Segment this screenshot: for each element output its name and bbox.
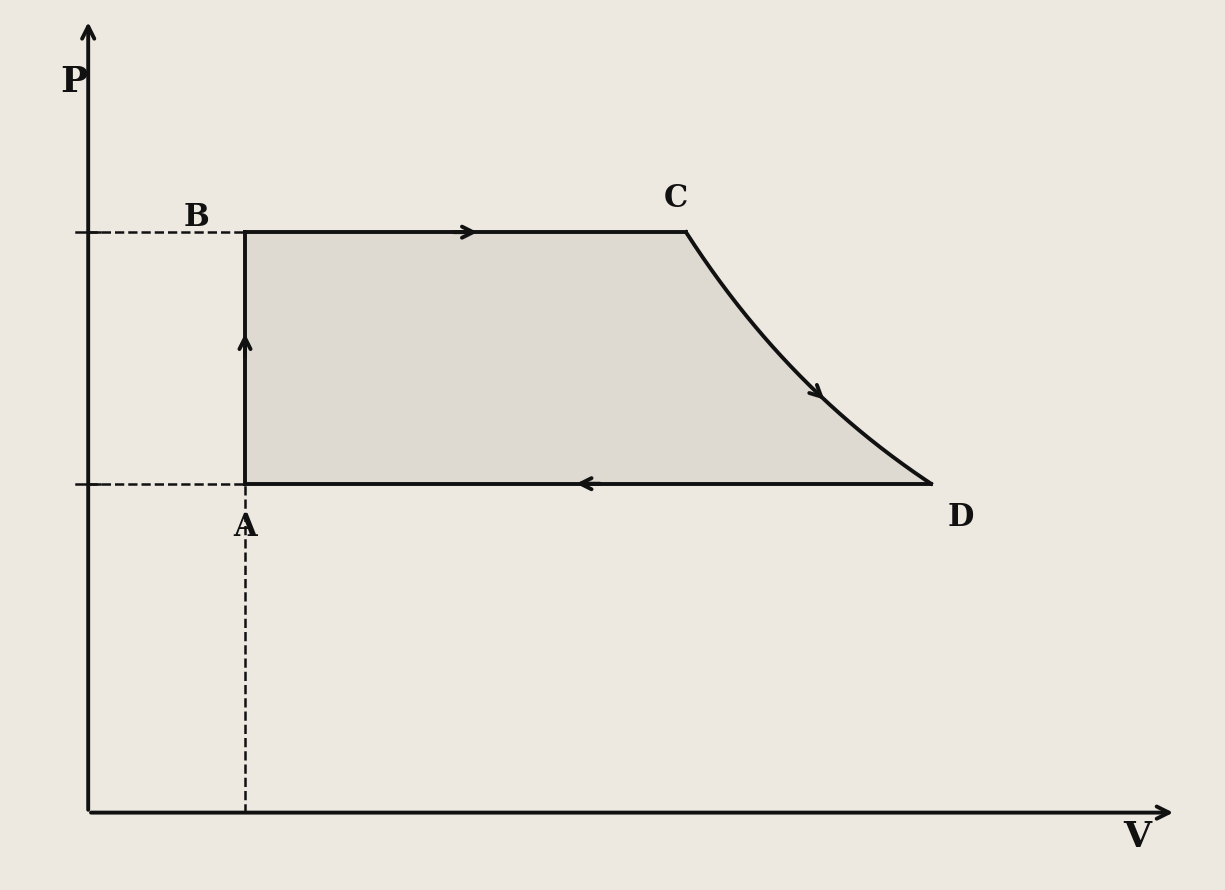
Polygon shape [245,232,931,483]
Text: V: V [1123,820,1150,854]
Text: D: D [947,502,974,533]
Text: C: C [664,182,688,214]
Text: B: B [183,202,209,233]
Text: P: P [60,65,87,99]
Text: A: A [233,512,257,543]
